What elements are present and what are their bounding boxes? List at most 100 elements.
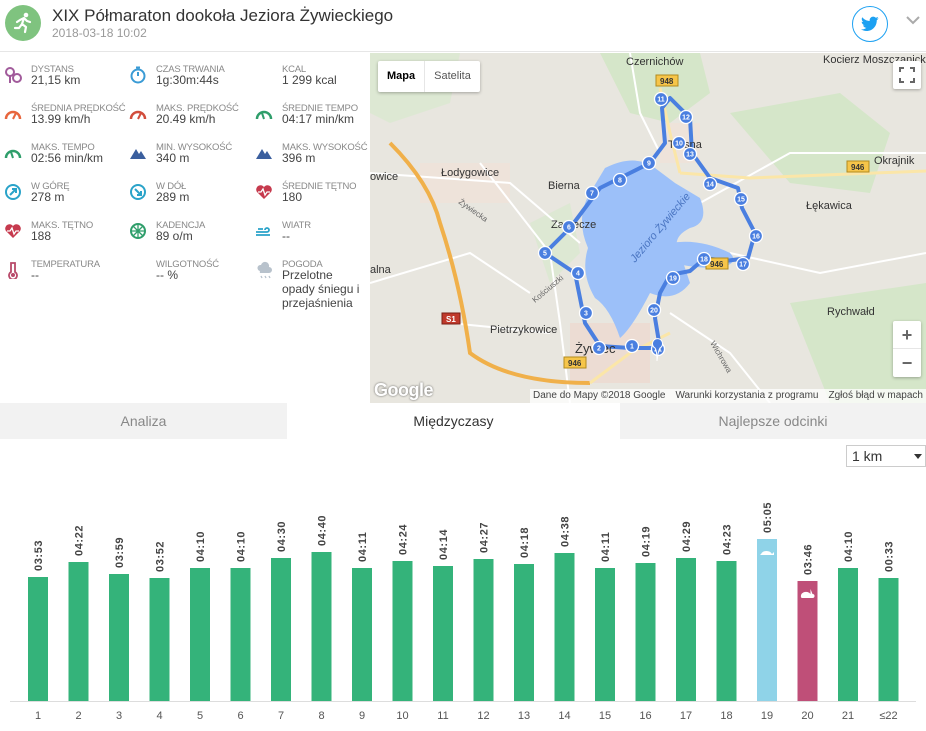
stat-value: 1 299 kcal — [282, 73, 337, 87]
km-marker[interactable] — [678, 109, 694, 125]
split-km-label: 1 — [35, 710, 41, 722]
stat-label: MIN. WYSOKOŚĆ — [156, 142, 233, 153]
tab-najlepsze-odcinki[interactable]: Najlepsze odcinki — [718, 413, 828, 429]
km-marker[interactable] — [653, 91, 669, 107]
km-marker[interactable] — [624, 338, 640, 354]
twitter-share-button[interactable] — [852, 6, 888, 42]
split-bar[interactable] — [635, 563, 656, 701]
split-km-label: 9 — [359, 710, 365, 722]
google-logo: Google — [374, 380, 434, 400]
split-km-label: 7 — [278, 710, 284, 722]
zoom-out-button[interactable]: − — [901, 353, 913, 373]
km-marker-label: 13 — [686, 152, 694, 159]
split-bar[interactable] — [797, 581, 818, 701]
split-km-label: 3 — [116, 710, 122, 722]
activity-header: XIX Półmaraton dookoła Jeziora Żywieckie… — [0, 0, 926, 52]
split-km-label: 8 — [318, 710, 324, 722]
km-marker-label: 3 — [584, 311, 588, 318]
km-marker[interactable] — [561, 219, 577, 235]
km-marker[interactable] — [665, 270, 681, 286]
splits-chart-svg: 03:53 1 04:22 2 03:59 3 03:52 4 04:10 5 04:10 6 04:3… — [10, 502, 916, 722]
split-time-label: 04:30 — [276, 521, 288, 552]
split-time-label: 00:33 — [884, 541, 896, 572]
split-bar[interactable] — [28, 577, 48, 701]
split-bar[interactable] — [676, 558, 696, 701]
km-marker[interactable] — [646, 302, 662, 318]
map-type-satellite-button[interactable]: Satelita — [424, 61, 480, 92]
split-bar[interactable] — [878, 578, 899, 701]
km-marker[interactable] — [748, 228, 764, 244]
split-distance-select[interactable]: 1 km — [846, 445, 926, 467]
split-km-label: 15 — [599, 710, 611, 722]
km-marker[interactable] — [682, 146, 698, 162]
fullscreen-button[interactable] — [893, 61, 921, 89]
km-marker-label: 16 — [752, 234, 760, 241]
split-bar[interactable] — [838, 568, 858, 701]
map-terms-link[interactable]: Warunki korzystania z programu — [675, 390, 819, 401]
km-marker[interactable] — [696, 251, 712, 267]
route-map[interactable]: Jezioro Żywieckie Czernichów Kocierz Mos… — [370, 53, 926, 403]
split-bar[interactable] — [352, 568, 372, 701]
running-icon — [5, 5, 41, 41]
split-time-label: 04:11 — [357, 531, 369, 562]
km-marker[interactable] — [584, 185, 600, 201]
split-bar[interactable] — [514, 564, 534, 701]
split-bar[interactable] — [109, 574, 129, 701]
split-bar[interactable] — [149, 578, 170, 701]
split-bar[interactable] — [595, 568, 615, 701]
zoom-in-button[interactable]: + — [893, 321, 921, 349]
km-marker[interactable] — [702, 176, 718, 192]
split-time-label: 03:46 — [803, 544, 815, 575]
place-label: Okrajnik — [874, 155, 915, 167]
km-marker[interactable] — [591, 340, 607, 356]
fullscreen-icon — [899, 67, 915, 83]
split-km-label: 11 — [437, 710, 448, 722]
km-marker[interactable] — [733, 191, 749, 207]
split-time-label: 04:10 — [236, 531, 248, 562]
map-report-link[interactable]: Zgłoś błąd w mapach — [828, 390, 924, 401]
split-bar[interactable] — [230, 568, 251, 701]
km-marker-label: 5 — [543, 251, 547, 258]
km-marker[interactable] — [537, 245, 553, 261]
split-time-label: 03:59 — [114, 537, 126, 568]
stat-średnie-tętno: ŚREDNIE TĘTNO 180 — [251, 170, 376, 210]
map-attribution: Dane do Mapy ©2018 Google Warunki korzys… — [530, 389, 926, 403]
split-bar[interactable] — [392, 561, 413, 701]
split-bar[interactable] — [716, 561, 737, 701]
map-type-map-button[interactable]: Mapa — [387, 70, 416, 82]
split-km-label: 12 — [477, 710, 489, 722]
stat-label: W GÓRĘ — [31, 181, 70, 192]
tab-miedzyczasy[interactable]: Międzyczasy — [287, 403, 620, 439]
speedometer-icon — [4, 110, 22, 120]
place-label: Łodygowice — [441, 167, 499, 179]
stat-średnia-prędkość: ŚREDNIA PRĘDKOŚĆ 13.99 km/h — [0, 92, 126, 132]
split-bar[interactable] — [271, 558, 291, 701]
km-marker[interactable] — [570, 265, 586, 281]
split-km-label: 19 — [761, 710, 773, 722]
split-time-label: 03:53 — [33, 540, 45, 571]
km-marker[interactable] — [671, 135, 687, 151]
map-canvas[interactable]: Jezioro Żywieckie Czernichów Kocierz Mos… — [370, 53, 926, 403]
chevron-down-icon — [914, 454, 922, 459]
km-marker[interactable] — [641, 155, 657, 171]
split-bar[interactable] — [433, 566, 453, 701]
km-marker-label: 17 — [739, 262, 747, 269]
split-bar[interactable] — [68, 562, 89, 701]
split-bar[interactable] — [757, 539, 777, 701]
stat-pogoda: POGODA Przelotne opady śniegu i przejaśni… — [251, 248, 376, 310]
tab-analiza[interactable]: Analiza — [120, 413, 167, 429]
km-marker[interactable] — [612, 172, 628, 188]
split-bar[interactable] — [311, 552, 332, 701]
split-bar[interactable] — [473, 559, 494, 701]
km-marker[interactable] — [578, 305, 594, 321]
stat-label: KADENCJA — [156, 220, 206, 231]
split-time-label: 04:27 — [479, 522, 491, 553]
km-marker[interactable] — [735, 256, 751, 272]
split-bar[interactable] — [190, 568, 210, 701]
chevron-down-icon[interactable] — [906, 16, 920, 25]
place-label: Łękawica — [806, 200, 853, 212]
split-km-label: 4 — [156, 710, 162, 722]
split-bar[interactable] — [554, 553, 575, 701]
split-km-label: 5 — [197, 710, 203, 722]
